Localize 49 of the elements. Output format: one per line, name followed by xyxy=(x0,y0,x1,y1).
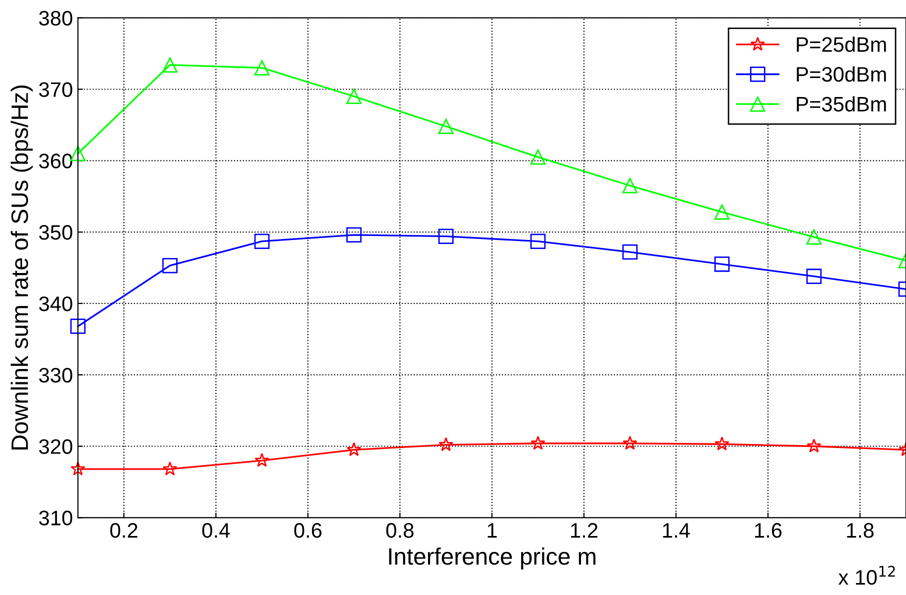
point xyxy=(254,234,270,249)
x-tick-label: 0.2 xyxy=(110,523,138,538)
legend-label: P=35dBm xyxy=(796,96,886,112)
point xyxy=(438,228,454,244)
x-axis-title: Interference price m xyxy=(389,547,596,570)
point xyxy=(530,149,546,165)
point xyxy=(254,60,270,76)
point xyxy=(714,256,730,272)
point xyxy=(346,442,362,456)
point xyxy=(530,436,546,450)
y-tick-label: 330 xyxy=(39,368,72,383)
point xyxy=(714,204,730,220)
point xyxy=(622,244,638,260)
y-tick-label: 350 xyxy=(39,225,72,240)
point xyxy=(438,118,454,134)
point xyxy=(346,227,362,243)
point xyxy=(714,436,730,450)
point xyxy=(254,452,270,467)
x-tick-label: 0.8 xyxy=(386,523,414,538)
x-tick-label: 1.6 xyxy=(755,523,782,538)
point xyxy=(162,258,178,274)
point xyxy=(622,178,638,194)
y-tick-label: 310 xyxy=(39,510,72,526)
x-tick-label: 0.6 xyxy=(294,523,322,538)
point xyxy=(162,461,178,476)
y-tick-label: 380 xyxy=(39,10,72,26)
x-tick-label: 1 xyxy=(488,523,497,538)
text: x 10$^{12}$ xyxy=(838,566,895,585)
x-tick-label: 0.4 xyxy=(202,523,230,538)
x-tick-label: 1.2 xyxy=(571,523,598,538)
point xyxy=(530,234,546,249)
point xyxy=(70,461,86,476)
point xyxy=(806,438,822,453)
y-axis-title: Downlink sum rate of SUs (bps/Hz) xyxy=(10,86,33,450)
legend-label: P=25dBm xyxy=(796,36,886,52)
x-tick-label: 1.8 xyxy=(847,523,874,538)
point xyxy=(438,437,454,452)
y-tick-label: 340 xyxy=(39,296,72,312)
y-tick-label: 320 xyxy=(39,439,72,454)
y-tick-label: 360 xyxy=(39,154,72,168)
point xyxy=(346,88,362,104)
legend-label: P=30dBm xyxy=(796,66,886,82)
point xyxy=(162,57,178,73)
y-tick-label: 370 xyxy=(39,82,72,98)
point xyxy=(70,318,86,334)
point xyxy=(806,268,822,284)
point xyxy=(806,229,822,245)
x-tick-label: 1.4 xyxy=(663,523,690,538)
point xyxy=(622,436,638,450)
